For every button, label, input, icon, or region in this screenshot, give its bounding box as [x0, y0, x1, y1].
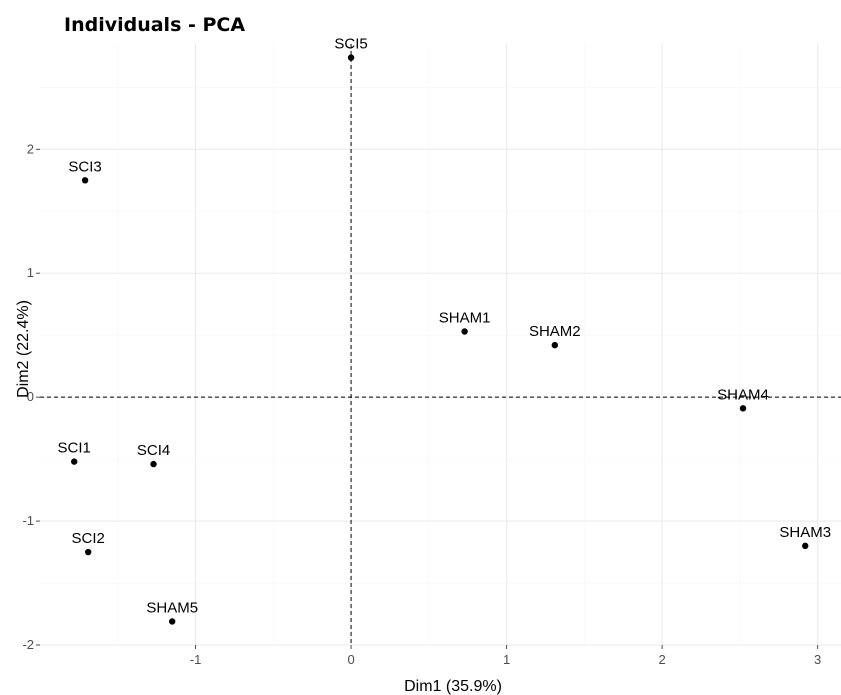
- data-point-sham4: SHAM4: [717, 386, 769, 412]
- point-marker: [85, 548, 92, 556]
- point-marker: [551, 341, 559, 349]
- data-point-sci4: SCI4: [137, 442, 170, 468]
- y-tick-label: 2: [27, 141, 34, 156]
- point-label: SCI5: [334, 36, 367, 53]
- data-point-sci5: SCI5: [334, 36, 368, 61]
- point-label: SHAM1: [439, 309, 491, 326]
- point-label: SCI3: [68, 158, 101, 175]
- x-tick-label: 3: [814, 652, 821, 667]
- data-points: SCI5 SCI3 SHAM1 SHAM2 SHAM4 SCI1 SCI4 SCI2 SHAM3…: [58, 36, 831, 625]
- reference-lines: [40, 44, 841, 645]
- point-label: SHAM5: [146, 599, 198, 616]
- grid: [40, 44, 841, 646]
- point-label: SCI4: [137, 442, 170, 459]
- point-label: SHAM2: [529, 323, 581, 340]
- data-point-sham5: SHAM5: [146, 599, 198, 625]
- data-point-sham1: SHAM1: [439, 309, 491, 335]
- point-label: SHAM3: [779, 524, 831, 541]
- chart-title: Individuals - PCA: [64, 14, 245, 36]
- y-tick-label: -1: [22, 513, 34, 528]
- x-tick-label: 2: [659, 652, 666, 667]
- point-marker: [739, 405, 747, 412]
- data-point-sham3: SHAM3: [779, 524, 831, 550]
- point-marker: [347, 54, 355, 61]
- axis-ticks: -1 0 1 2 3 -2 -1 0 1 2: [22, 141, 821, 667]
- y-tick-label: 1: [27, 265, 34, 280]
- x-tick-label: -1: [190, 652, 202, 667]
- x-tick-label: 1: [503, 652, 510, 667]
- point-marker: [150, 460, 157, 468]
- point-label: SHAM4: [717, 386, 769, 403]
- point-marker: [81, 177, 89, 184]
- point-label: SCI2: [72, 530, 105, 547]
- point-marker: [71, 458, 78, 465]
- point-marker: [802, 542, 809, 550]
- y-axis-title: Dim2 (22.4%): [15, 300, 32, 398]
- point-marker: [169, 618, 176, 625]
- y-tick-label: 0: [27, 389, 34, 404]
- x-axis-title: Dim1 (35.9%): [404, 678, 502, 695]
- data-point-sci1: SCI1: [58, 440, 91, 465]
- data-point-sham2: SHAM2: [529, 323, 581, 349]
- data-point-sci3: SCI3: [68, 158, 102, 184]
- x-tick-label: 0: [347, 652, 354, 667]
- y-tick-label: -2: [22, 637, 34, 652]
- data-point-sci2: SCI2: [72, 530, 105, 556]
- point-label: SCI1: [58, 440, 91, 457]
- point-marker: [461, 328, 468, 335]
